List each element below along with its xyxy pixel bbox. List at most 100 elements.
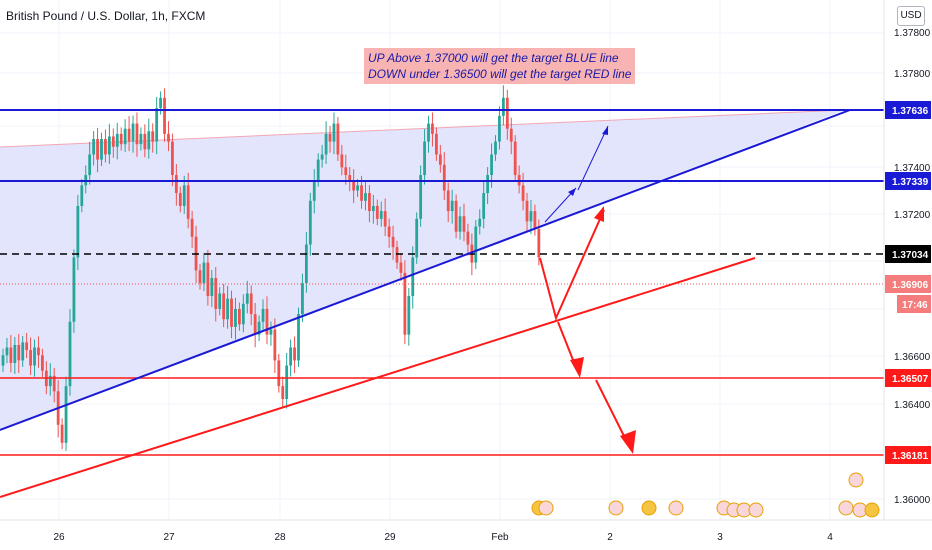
x-tick: 3 (717, 532, 723, 543)
candle-body (427, 123, 430, 142)
candle-body (281, 386, 285, 400)
candle-body (9, 347, 13, 363)
price-label: 1.36906 (892, 280, 929, 291)
symbol-title: British Pound / U.S. Dollar, 1h, FXCM (6, 9, 206, 23)
event-icons[interactable] (531, 472, 880, 518)
candle-body (454, 200, 458, 232)
blue-trendline (0, 109, 851, 431)
candle-body (344, 167, 348, 176)
x-tick: 4 (827, 532, 833, 543)
candle-body (277, 360, 281, 387)
price-label-bg (885, 245, 931, 263)
candle-body (206, 262, 210, 297)
up-projection-arrows (544, 125, 609, 223)
candle-body (92, 139, 96, 155)
candle-body (190, 218, 194, 237)
candle-body (364, 193, 367, 201)
candle-body (419, 175, 423, 219)
candle-body (482, 193, 486, 219)
candle-body (52, 375, 56, 392)
candle-body (167, 133, 170, 142)
candle-body (245, 293, 249, 304)
candle-body (285, 365, 289, 400)
candle-body (423, 141, 426, 176)
candle-body (435, 133, 438, 155)
candle-body (104, 139, 107, 155)
candle-body (537, 229, 541, 258)
price-label: 1.37339 (892, 177, 929, 188)
candle-body (241, 303, 245, 325)
x-tick: 29 (384, 532, 396, 543)
candle-body (407, 296, 411, 335)
y-tick: 1.37800 (894, 28, 931, 39)
candle-body (127, 128, 131, 142)
candle-body (533, 211, 537, 230)
candle-body (458, 216, 462, 232)
candle-body (379, 211, 383, 219)
candle-body (328, 133, 332, 142)
candle-body (80, 185, 84, 206)
candle-body (37, 347, 40, 356)
candle-body (273, 329, 277, 361)
x-tick: 26 (53, 532, 65, 543)
candle-body (226, 298, 229, 320)
x-tick: Feb (491, 532, 509, 543)
candle-body (293, 347, 296, 361)
candle-body (466, 231, 470, 245)
candle-body (501, 97, 505, 116)
candle-body (513, 141, 517, 176)
candle-body (147, 131, 151, 150)
candle-body (478, 218, 482, 227)
candle-body (301, 283, 304, 315)
analysis-note: UP Above 1.37000 will get the target BLU… (364, 48, 636, 84)
candle-body (431, 123, 434, 134)
candle-body (143, 133, 147, 150)
y-tick: 1.36600 (894, 352, 931, 363)
price-label: 1.37636 (892, 106, 929, 117)
candle-body (234, 308, 237, 327)
candle-body (312, 180, 316, 201)
candle-body (474, 226, 478, 263)
candle-body (371, 205, 375, 212)
candle-body (490, 154, 493, 176)
candle-body (498, 115, 501, 142)
candle-body (450, 200, 454, 212)
candle-body (324, 133, 328, 155)
candle-body (72, 257, 76, 322)
candle-body (178, 193, 182, 206)
candle-body (13, 344, 17, 363)
candle-body (438, 154, 442, 165)
price-label: 1.36507 (892, 374, 929, 385)
candle-body (529, 211, 533, 222)
candle-body (265, 308, 269, 335)
candle-body (17, 344, 21, 361)
candle-body (64, 386, 68, 443)
candlesticks (1, 85, 541, 451)
candle-body (115, 133, 119, 147)
y-tick: 1.37200 (894, 210, 931, 221)
countdown-label: 17:46 (902, 300, 928, 311)
time-axis[interactable]: 26 27 28 29 Feb 2 3 4 (53, 532, 833, 543)
price-axis[interactable]: 1.37800 1.37800 1.37400 1.37200 1.36600 … (885, 28, 931, 506)
candle-body (316, 159, 320, 181)
candle-body (375, 205, 379, 219)
candle-body (446, 190, 450, 212)
candle-body (297, 314, 300, 361)
candle-body (100, 139, 103, 160)
currency-button[interactable]: USD (897, 6, 925, 26)
candle-body (486, 175, 490, 194)
candle-body (383, 211, 387, 227)
candle-body (387, 226, 391, 237)
candle-body (29, 350, 32, 366)
candle-body (171, 141, 174, 176)
candle-body (238, 308, 241, 325)
candle-body (269, 329, 273, 335)
candle-body (76, 205, 80, 258)
candle-body (415, 218, 419, 258)
candle-body (119, 133, 123, 145)
candle-body (356, 185, 359, 191)
candle-body (139, 133, 143, 145)
candle-body (174, 175, 178, 194)
candle-body (21, 342, 25, 361)
